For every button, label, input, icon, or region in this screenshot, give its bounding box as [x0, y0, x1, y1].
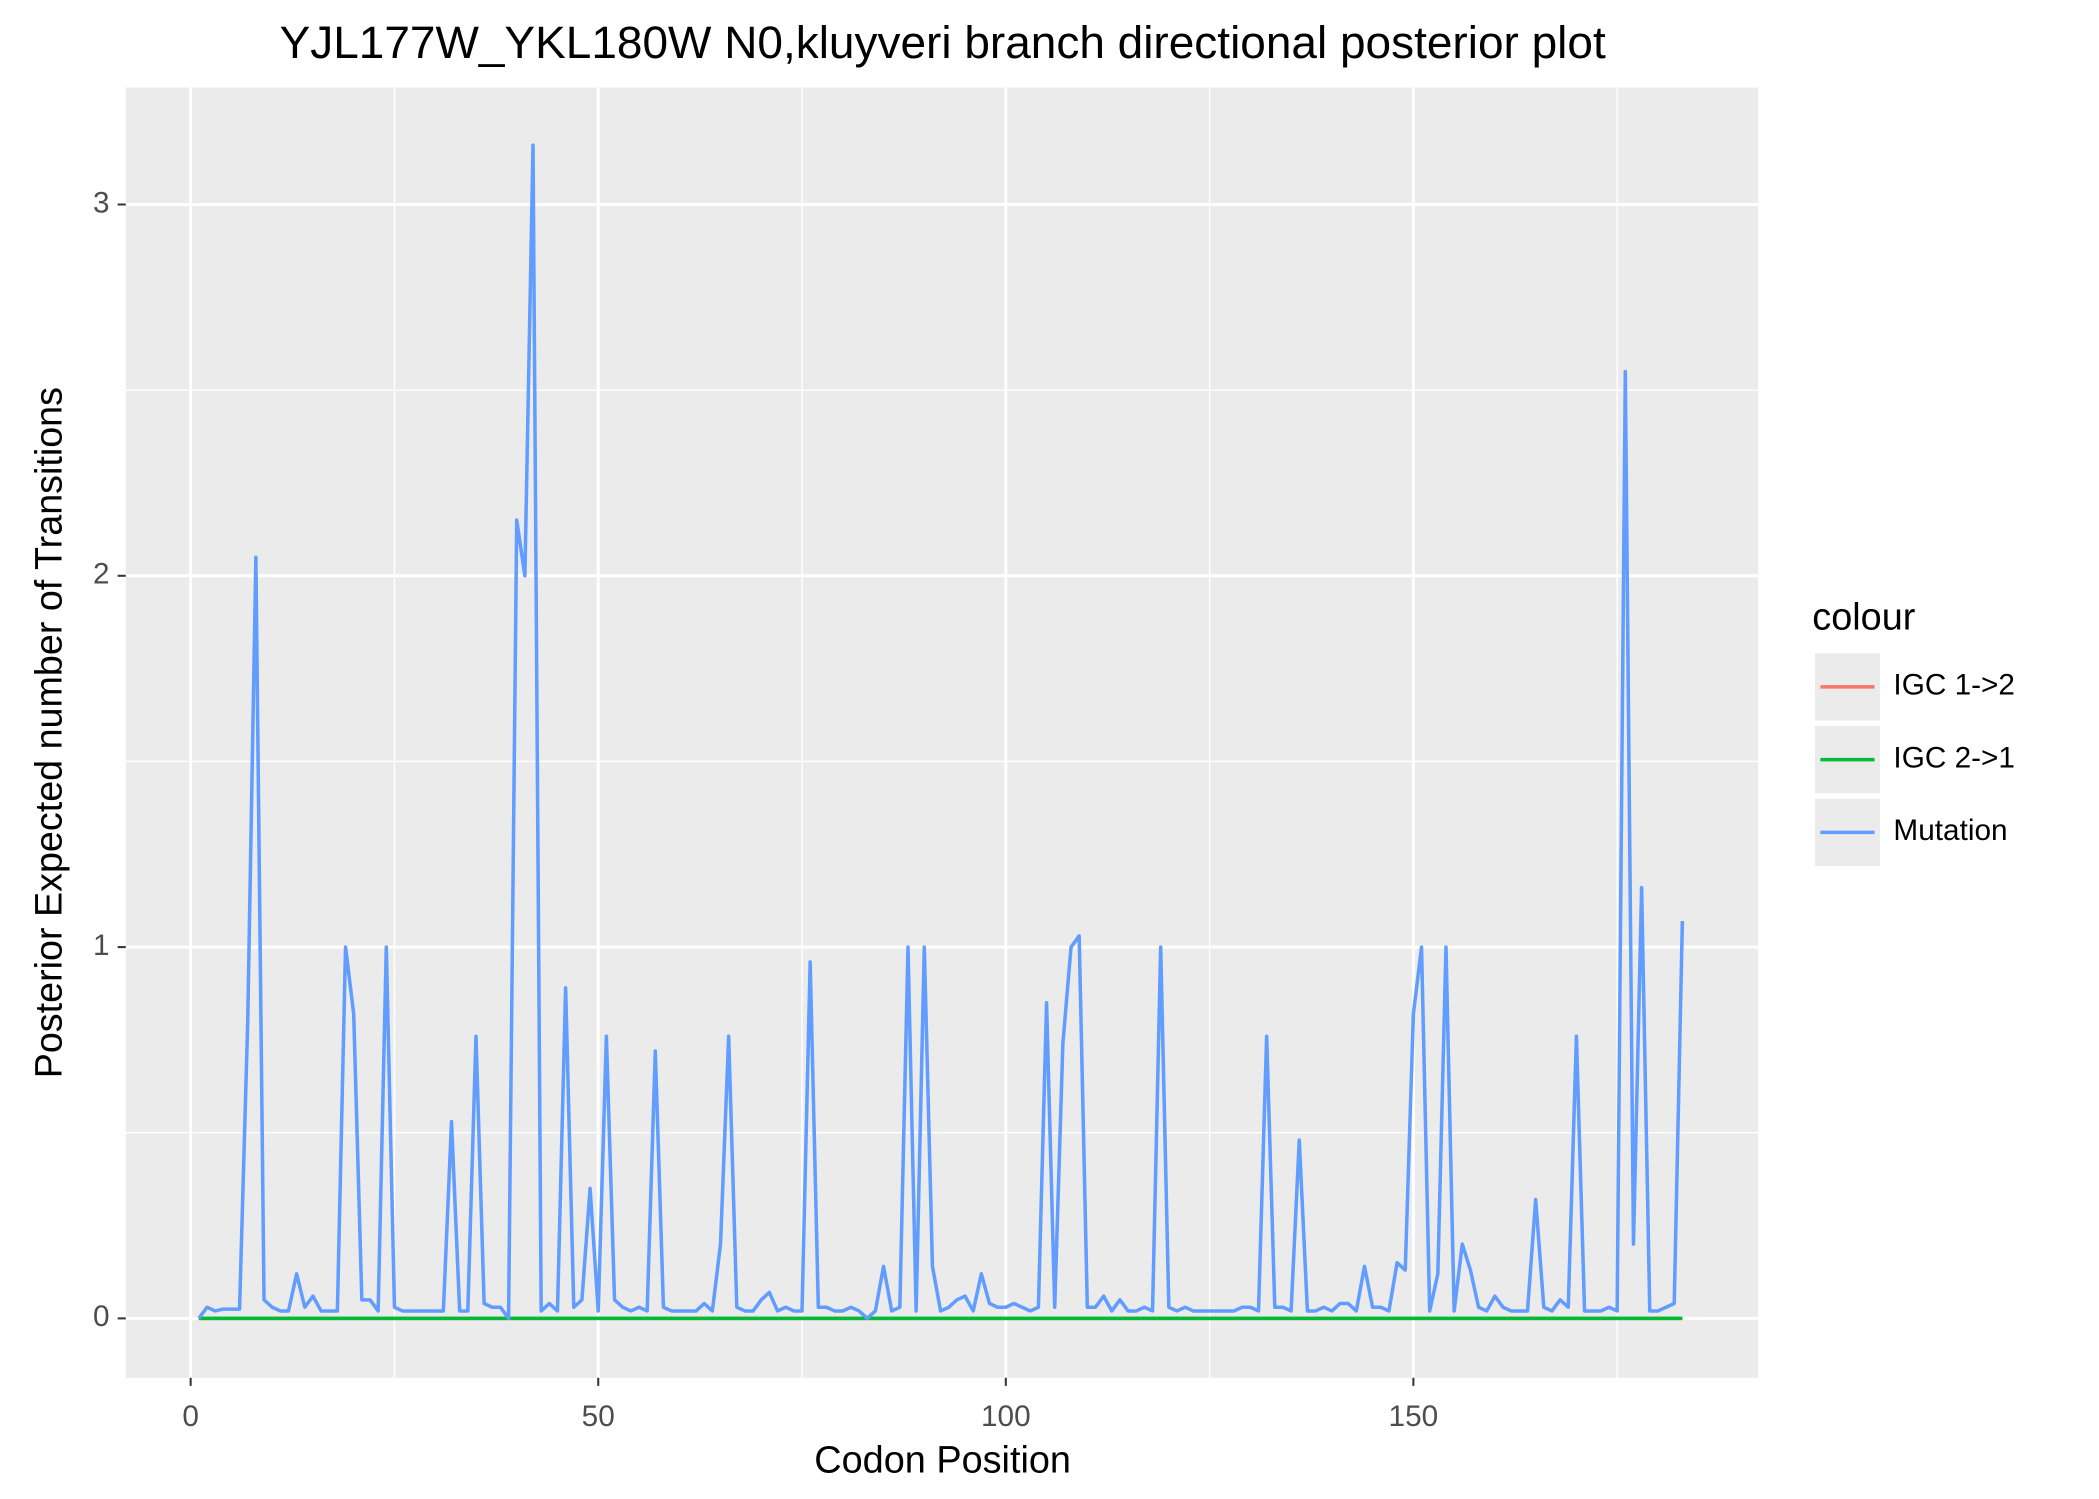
lines — [197, 143, 1685, 1321]
y-tick-label: 0 — [93, 1300, 110, 1333]
legend-label: IGC 2->1 — [1893, 741, 2015, 774]
plot-panel — [125, 87, 1759, 1378]
legend-label: IGC 1->2 — [1893, 669, 2015, 702]
x-tick-label: 100 — [981, 1400, 1031, 1433]
x-axis-title: Codon Position — [814, 1440, 1071, 1482]
x-tick-label: 0 — [182, 1400, 199, 1433]
y-axis-title: Posterior Expected number of Transitions — [28, 387, 70, 1078]
chart-title: YJL177W_YKL180W N0,kluyveri branch direc… — [280, 16, 1606, 68]
axes: 0 50 100 150 0 1 2 3 — [93, 186, 1438, 1433]
legend: colour IGC 1->2 IGC 2->1 Mutation — [1812, 597, 2015, 866]
series-line — [197, 143, 1685, 1321]
x-tick-label: 150 — [1389, 1400, 1439, 1433]
y-tick-label: 3 — [93, 186, 110, 219]
y-tick-label: 2 — [93, 558, 110, 591]
x-tick-label: 50 — [582, 1400, 615, 1433]
legend-title: colour — [1812, 597, 1915, 639]
legend-label: Mutation — [1893, 814, 2007, 847]
y-tick-label: 1 — [93, 929, 110, 962]
